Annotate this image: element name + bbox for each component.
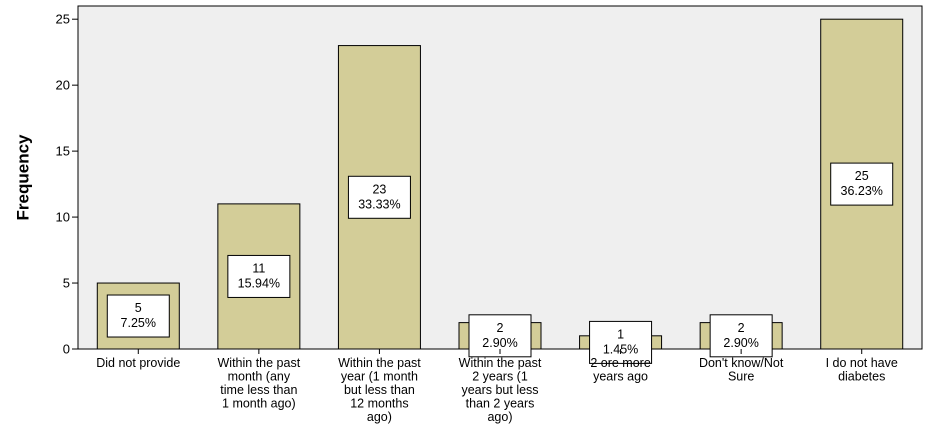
data-label-count: 2 bbox=[497, 321, 504, 335]
data-label-count: 25 bbox=[855, 169, 869, 183]
y-tick-label: 5 bbox=[63, 276, 70, 291]
data-label-box bbox=[106, 294, 170, 338]
y-tick-label: 25 bbox=[56, 12, 70, 27]
y-axis-label: Frequency bbox=[13, 134, 32, 221]
y-tick-label: 0 bbox=[63, 342, 70, 357]
bars-group: 57.25%1115.94%2333.33%22.90%11.45%22.90%… bbox=[96, 18, 904, 364]
data-label-percent: 2.90% bbox=[723, 336, 758, 350]
data-label-percent: 33.33% bbox=[358, 197, 400, 211]
data-label-percent: 7.25% bbox=[121, 316, 156, 330]
category-label: Within the past 2 years (1 years but less t… bbox=[459, 356, 542, 424]
data-label-percent: 2.90% bbox=[482, 336, 517, 350]
category-labels: Did not provide Within the past month (any… bbox=[96, 349, 898, 424]
category-label: Don't know/Not Sure bbox=[699, 356, 784, 384]
category-label: Did not provide bbox=[96, 356, 180, 370]
y-tick-label: 15 bbox=[56, 144, 70, 159]
data-label-box bbox=[347, 175, 411, 219]
data-label-percent: 15.94% bbox=[238, 276, 280, 290]
category-label: I do not have diabetes bbox=[826, 356, 898, 384]
data-label-count: 11 bbox=[252, 261, 265, 275]
data-label-count: 1 bbox=[617, 327, 624, 341]
data-label-percent: 36.23% bbox=[841, 184, 883, 198]
data-label-count: 5 bbox=[135, 301, 142, 315]
y-tick-label: 10 bbox=[56, 210, 70, 225]
data-label-box bbox=[227, 254, 291, 298]
category-label: Within the past month (any time less than 1… bbox=[218, 356, 301, 411]
plot-area bbox=[77, 5, 923, 350]
category-label: Within the past year (1 month but less tha… bbox=[338, 356, 421, 424]
data-label-count: 2 bbox=[738, 321, 745, 335]
data-label-box bbox=[589, 320, 653, 364]
data-label-count: 23 bbox=[372, 182, 386, 196]
y-tick-label: 20 bbox=[56, 78, 70, 93]
category-label: 2 ore more years ago bbox=[590, 356, 650, 384]
data-label-box bbox=[830, 162, 894, 206]
